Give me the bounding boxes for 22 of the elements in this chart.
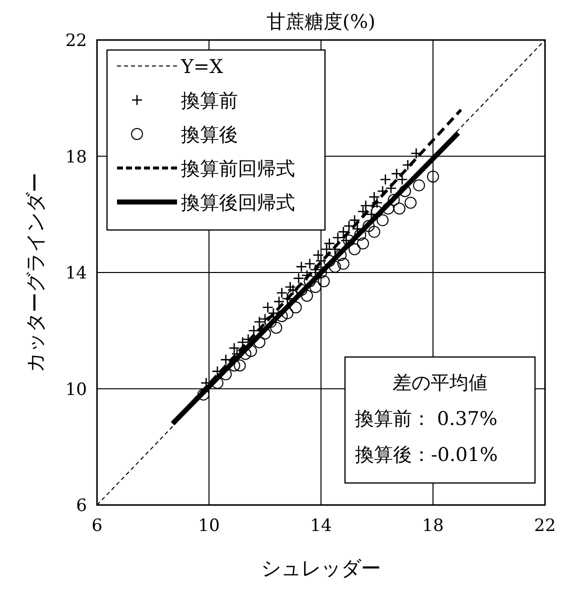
y-tick-label: 22 (65, 31, 87, 51)
annotation-box: 差の平均値 換算前： 0.37% 換算後：-0.01% (344, 356, 536, 484)
x-axis-title: シュレッダー (261, 556, 381, 580)
chart-title: 甘蔗糖度(%) (266, 11, 376, 33)
annotation: 換算後：-0.01% (355, 444, 498, 466)
x-tick-label: 10 (198, 516, 220, 536)
legend-label: 換算後回帰式 (181, 192, 295, 214)
x-tick-label: 22 (534, 516, 556, 536)
y-tick-label: 18 (65, 147, 87, 168)
annotation: 換算前： 0.37% (355, 408, 498, 430)
legend-label: 換算前 (181, 90, 238, 112)
x-tick-label: 14 (310, 516, 332, 536)
y-tick-label: 6 (76, 496, 87, 516)
legend-label: 換算後 (181, 124, 238, 146)
y-tick-label: 10 (65, 380, 87, 400)
x-tick-label: 18 (422, 516, 444, 536)
annotation: 差の平均値 (392, 372, 488, 394)
y-axis-title: カッターグラインダー (23, 172, 47, 372)
legend-label: 換算前回帰式 (181, 158, 295, 180)
x-tick-label: 6 (92, 516, 102, 536)
y-tick-label: 14 (65, 264, 87, 284)
legend-label: Y=X (180, 56, 224, 78)
